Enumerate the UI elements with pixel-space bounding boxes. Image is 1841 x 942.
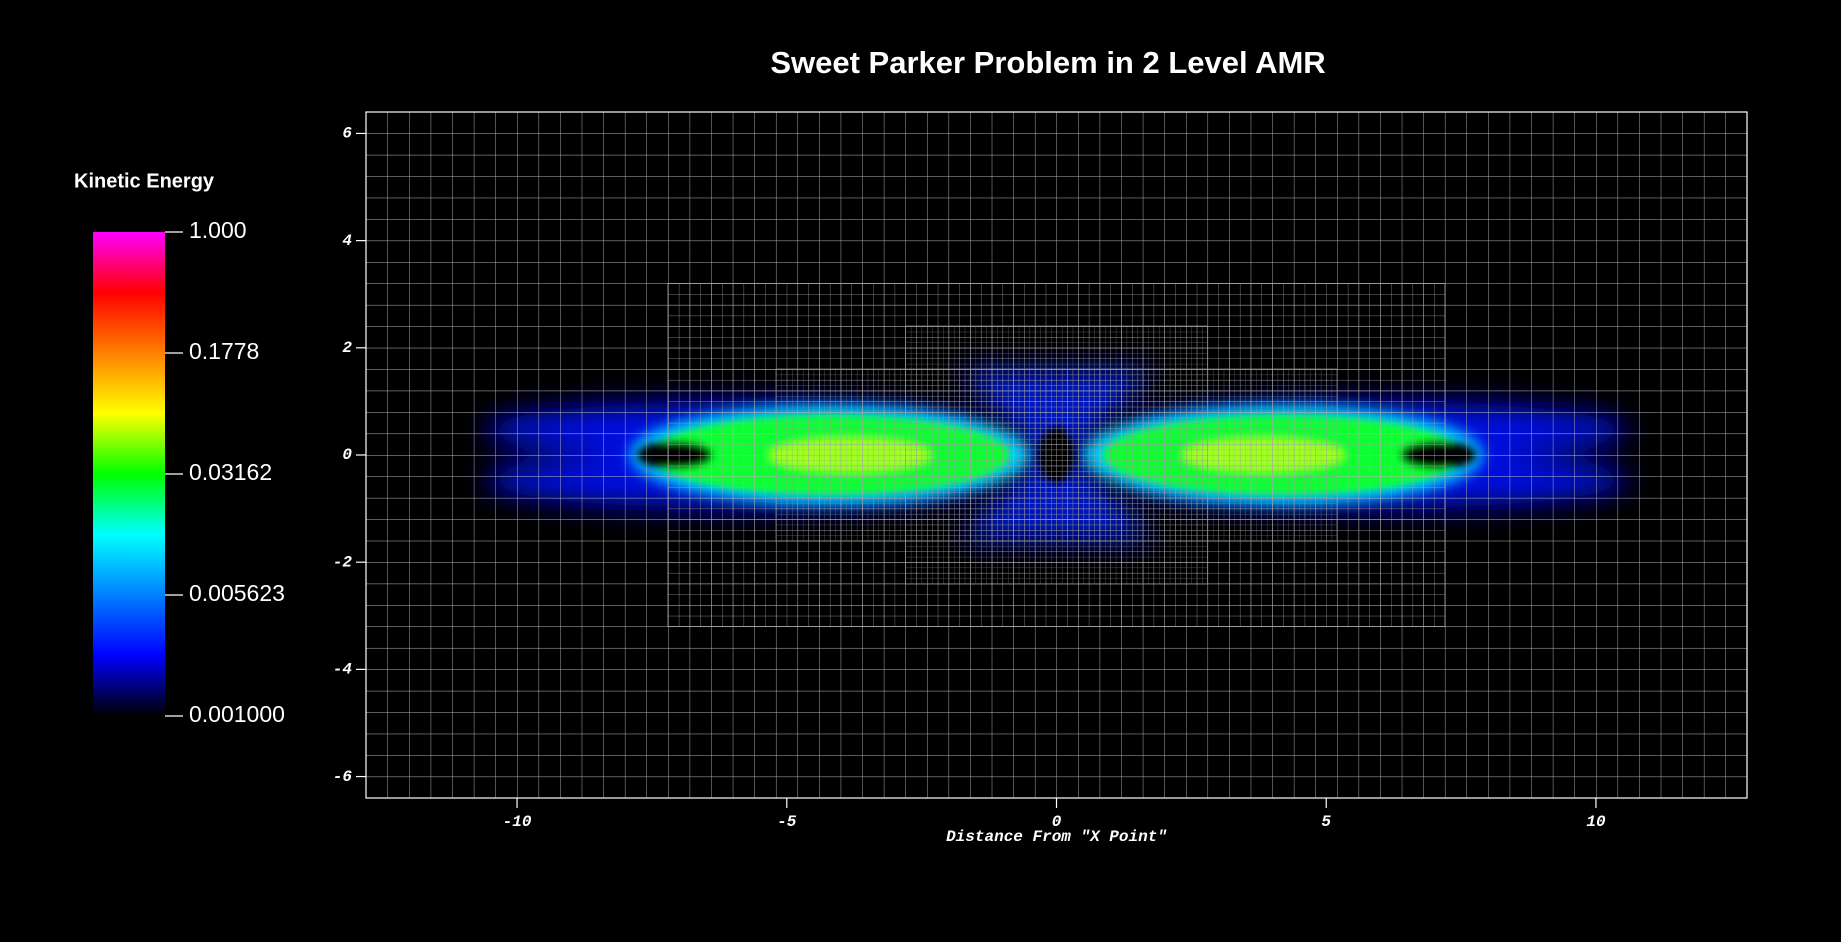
y-tick-label: 2 — [342, 339, 352, 357]
x-tick-label: -10 — [503, 813, 532, 831]
y-tick-label: 0 — [342, 446, 352, 464]
x-axis-label: Distance From "X Point" — [946, 828, 1167, 846]
y-tick-label: -6 — [333, 768, 353, 786]
colorbar-title: Kinetic Energy — [74, 170, 215, 192]
colorbar — [93, 232, 165, 716]
chart-title: Sweet Parker Problem in 2 Level AMR — [770, 45, 1325, 80]
colorbar-tick-label: 1.000 — [189, 217, 247, 243]
y-tick-label: 6 — [342, 125, 352, 143]
x-tick-label: -5 — [777, 813, 797, 831]
colorbar-tick-label: 0.03162 — [189, 459, 272, 485]
x-tick-label: 0 — [1052, 813, 1062, 831]
colorbar-tick-label: 0.001000 — [189, 701, 285, 727]
colorbar-tick-label: 0.1778 — [189, 338, 259, 364]
y-tick-label: -2 — [333, 553, 353, 571]
x-tick-label: 5 — [1321, 813, 1331, 831]
x-tick-label: 10 — [1586, 813, 1606, 831]
colorbar-tick-label: 0.005623 — [189, 580, 285, 606]
y-tick-label: 4 — [342, 232, 352, 250]
mesh — [366, 112, 1747, 798]
y-tick-label: -4 — [333, 661, 353, 679]
